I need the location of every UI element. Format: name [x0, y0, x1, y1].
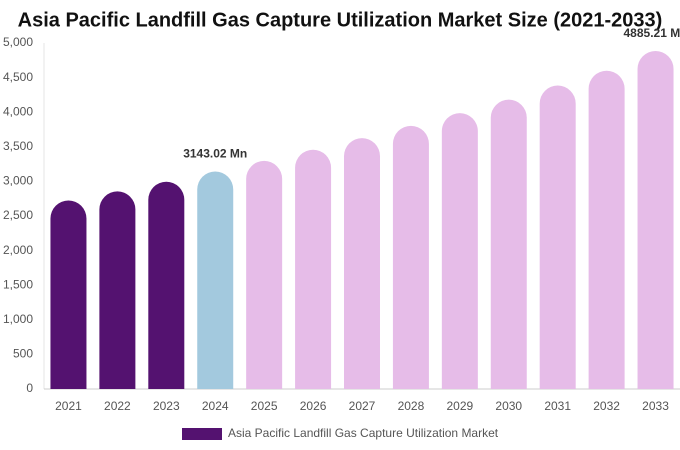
y-tick-label: 4,500 — [3, 70, 33, 84]
y-tick-label: 1,500 — [3, 277, 33, 291]
y-tick-label: 2,500 — [3, 208, 33, 222]
y-tick-label: 5,000 — [3, 35, 33, 49]
bar — [588, 70, 625, 389]
x-tick-label: 2028 — [398, 399, 425, 413]
x-tick-label: 2029 — [446, 399, 473, 413]
bar — [50, 200, 87, 389]
bar — [295, 149, 332, 389]
legend-label: Asia Pacific Landfill Gas Capture Utiliz… — [228, 426, 499, 440]
bar — [392, 125, 429, 389]
x-tick-label: 2025 — [251, 399, 278, 413]
x-tick-label: 2022 — [104, 399, 131, 413]
x-tick-label: 2031 — [544, 399, 571, 413]
value-label: 3143.02 Mn — [183, 147, 247, 161]
x-tick-label: 2033 — [642, 399, 669, 413]
bar — [637, 50, 674, 389]
bar — [197, 171, 234, 389]
bar — [344, 138, 380, 389]
bar — [490, 99, 527, 389]
x-tick-label: 2026 — [300, 399, 327, 413]
bar — [148, 181, 185, 389]
x-tick-label: 2032 — [593, 399, 620, 413]
bar — [441, 113, 478, 389]
x-tick-label: 2030 — [495, 399, 522, 413]
y-tick-label: 3,500 — [3, 139, 33, 153]
y-tick-label: 2,000 — [3, 243, 33, 257]
chart-title: Asia Pacific Landfill Gas Capture Utiliz… — [18, 9, 663, 31]
x-tick-label: 2027 — [349, 399, 376, 413]
x-tick-label: 2024 — [202, 399, 229, 413]
bar — [539, 85, 576, 390]
y-tick-label: 4,000 — [3, 104, 33, 118]
y-tick-label: 0 — [26, 381, 33, 395]
x-tick-label: 2023 — [153, 399, 180, 413]
y-tick-label: 3,000 — [3, 174, 33, 188]
y-tick-label: 500 — [13, 347, 33, 361]
value-label: 4885.21 Mn — [624, 26, 680, 40]
bar — [246, 160, 283, 389]
y-tick-label: 1,000 — [3, 312, 33, 326]
x-tick-label: 2021 — [55, 399, 82, 413]
legend-swatch — [182, 428, 222, 440]
bar — [99, 191, 136, 389]
